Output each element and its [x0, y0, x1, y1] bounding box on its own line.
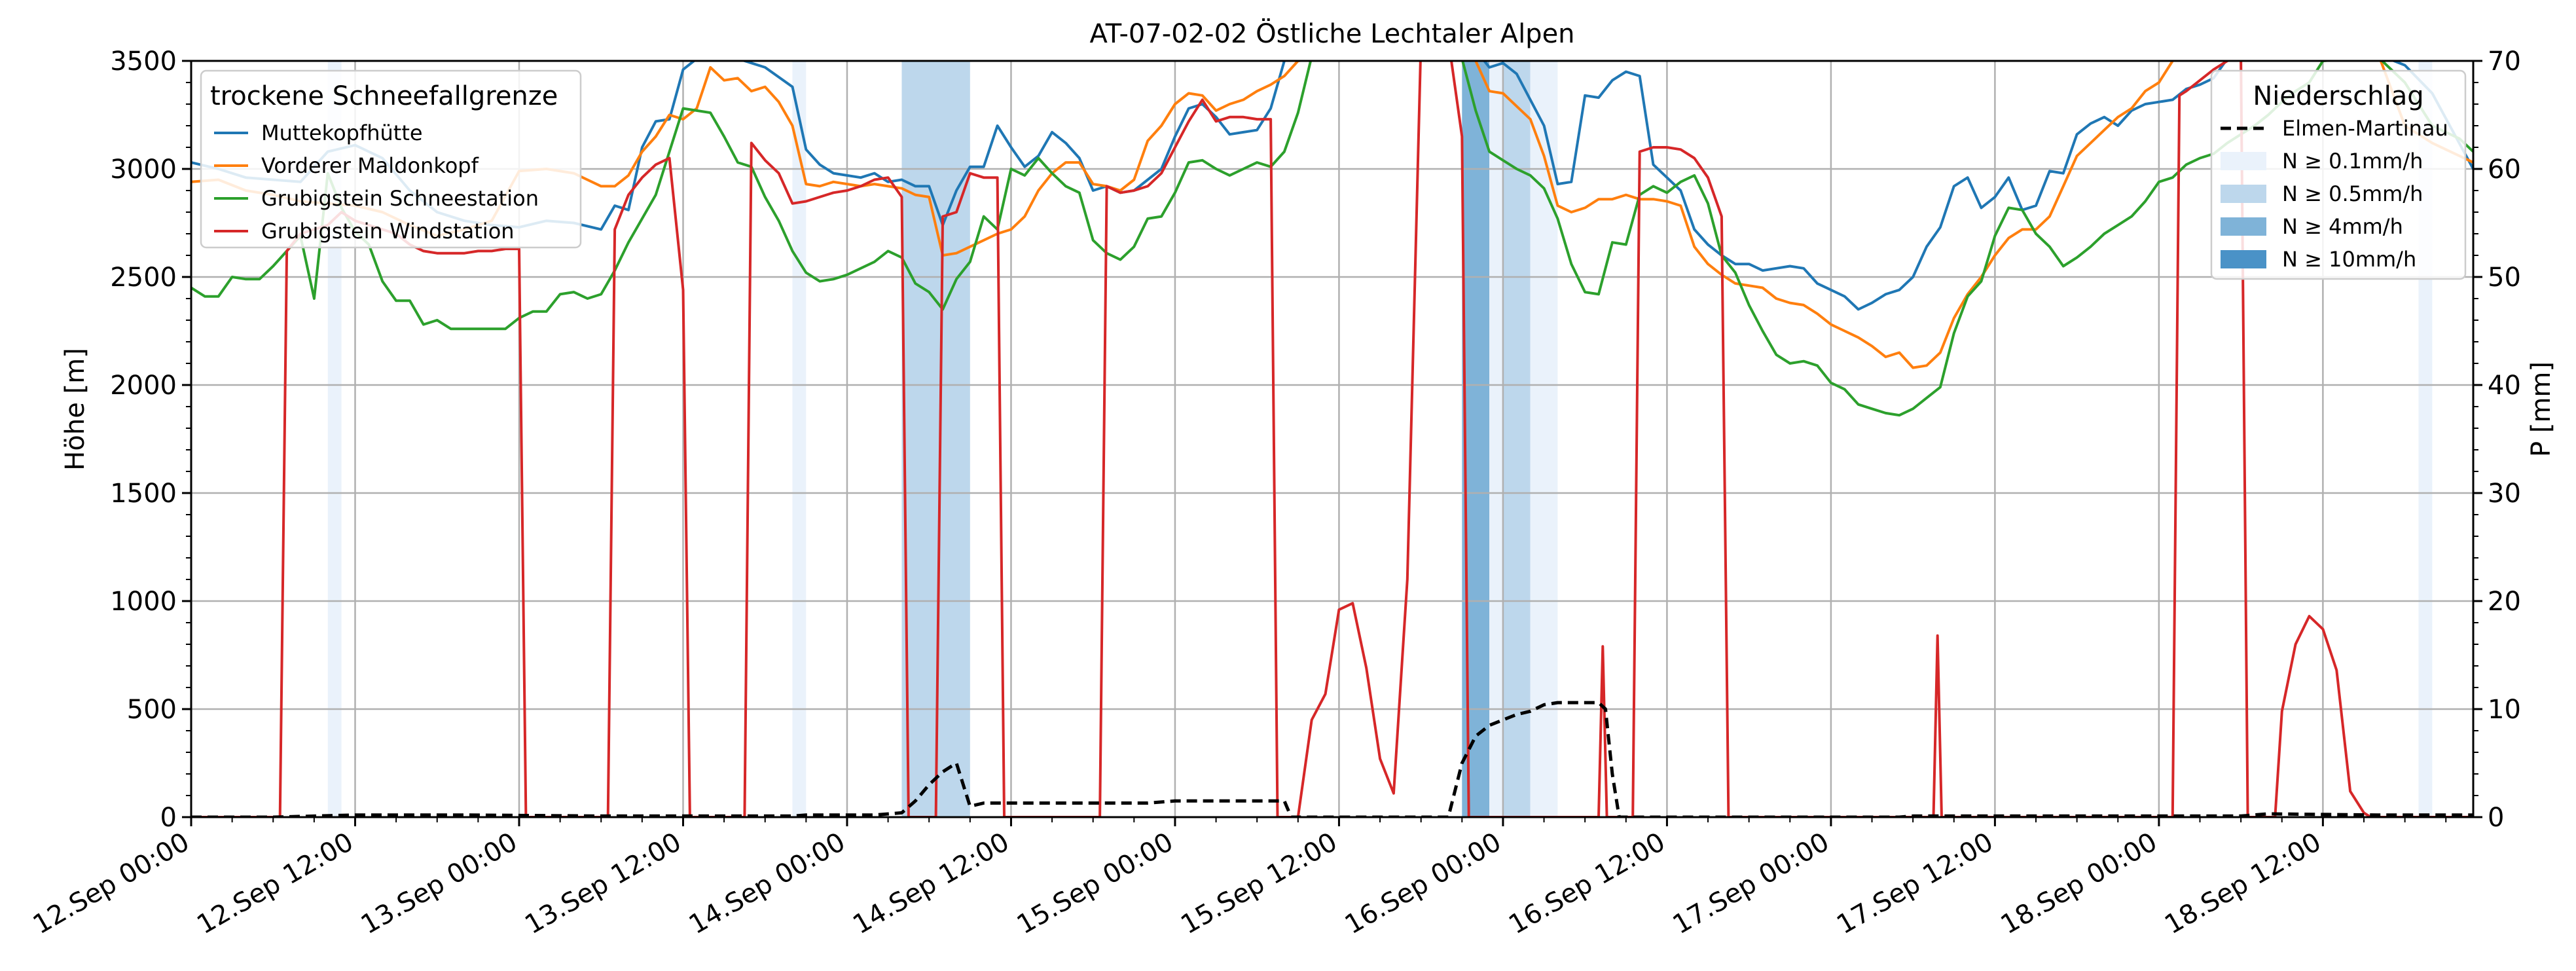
legend-right-box — [2210, 69, 2467, 280]
legend-right-title: Niederschlag — [2253, 81, 2423, 111]
legend-snowfall: trockene Schneefallgrenze Muttekopfhütte V… — [200, 69, 582, 249]
legend-right-entry-2: N ≥ 0.5mm/h — [2282, 181, 2423, 206]
plot-frame — [190, 60, 2475, 818]
legend-right-swatch-4 — [2221, 250, 2266, 268]
y-left-tick-label: 2500 — [110, 263, 177, 293]
series-line-elmen-martinau — [191, 701, 2473, 817]
precip-band-0 — [327, 61, 342, 817]
y-right-tick-label: 70 — [2488, 46, 2521, 77]
y-right-tick-label: 40 — [2488, 371, 2521, 401]
y-left-tick-label: 1500 — [110, 479, 177, 509]
legend-left-entry-1: Vorderer Maldonkopf — [261, 153, 479, 178]
chart-title: AT-07-02-02 Östliche Lechtaler Alpen — [1089, 18, 1574, 49]
legend-right-entry-1: N ≥ 0.1mm/h — [2282, 149, 2423, 174]
series-lines — [191, 61, 2473, 817]
legend-left-entry-2: Grubigstein Schneestation — [261, 186, 539, 211]
legend-right-entry-0: Elmen-Martinau — [2282, 116, 2448, 141]
legend-precipitation: Niederschlag Elmen-Martinau N ≥ 0.1mm/h N ≥… — [2210, 69, 2467, 280]
series-line-vorderer-maldonkopf — [191, 61, 2473, 369]
legend-left-entry-3: Grubigstein Windstation — [261, 219, 515, 244]
y-axis-label-right: P [mm] — [2526, 361, 2556, 457]
legend-right-entry-3: N ≥ 4mm/h — [2282, 214, 2403, 239]
legend-left-box — [200, 69, 582, 249]
y-left-tick-label: 3000 — [110, 155, 177, 185]
legend-right-swatch-3 — [2221, 217, 2266, 236]
y-axis-label-left: Höhe [m] — [60, 348, 90, 470]
y-right-tick-label: 20 — [2488, 587, 2521, 617]
y-left-tick-label: 3500 — [110, 46, 177, 77]
legend-right-swatch-2 — [2221, 185, 2266, 203]
y-right-tick-label: 10 — [2488, 695, 2521, 725]
series-line-grubigstein-windstation — [191, 61, 2473, 817]
y-right-tick-label: 30 — [2488, 479, 2521, 509]
legend-left-entry-0: Muttekopfhütte — [261, 120, 423, 145]
y-right-tick-label: 0 — [2488, 803, 2504, 833]
y-left-tick-label: 500 — [127, 695, 177, 725]
y-left-tick-label: 1000 — [110, 587, 177, 617]
legend-right-swatch-1 — [2221, 152, 2266, 170]
precip-band-1 — [792, 61, 807, 817]
series-line-grubigstein-schneestation — [191, 61, 2473, 417]
y-left-tick-label: 0 — [160, 803, 177, 833]
series-line-muttekopfh-tte — [191, 61, 2473, 311]
y-left-tick-label: 2000 — [110, 371, 177, 401]
y-right-tick-label: 50 — [2488, 263, 2521, 293]
legend-left-title: trockene Schneefallgrenze — [210, 81, 558, 111]
precip-band-5 — [1502, 61, 1531, 817]
precip-band-4 — [1489, 61, 1503, 817]
legend-right-entry-4: N ≥ 10mm/h — [2282, 247, 2416, 272]
y-right-tick-label: 60 — [2488, 155, 2521, 185]
